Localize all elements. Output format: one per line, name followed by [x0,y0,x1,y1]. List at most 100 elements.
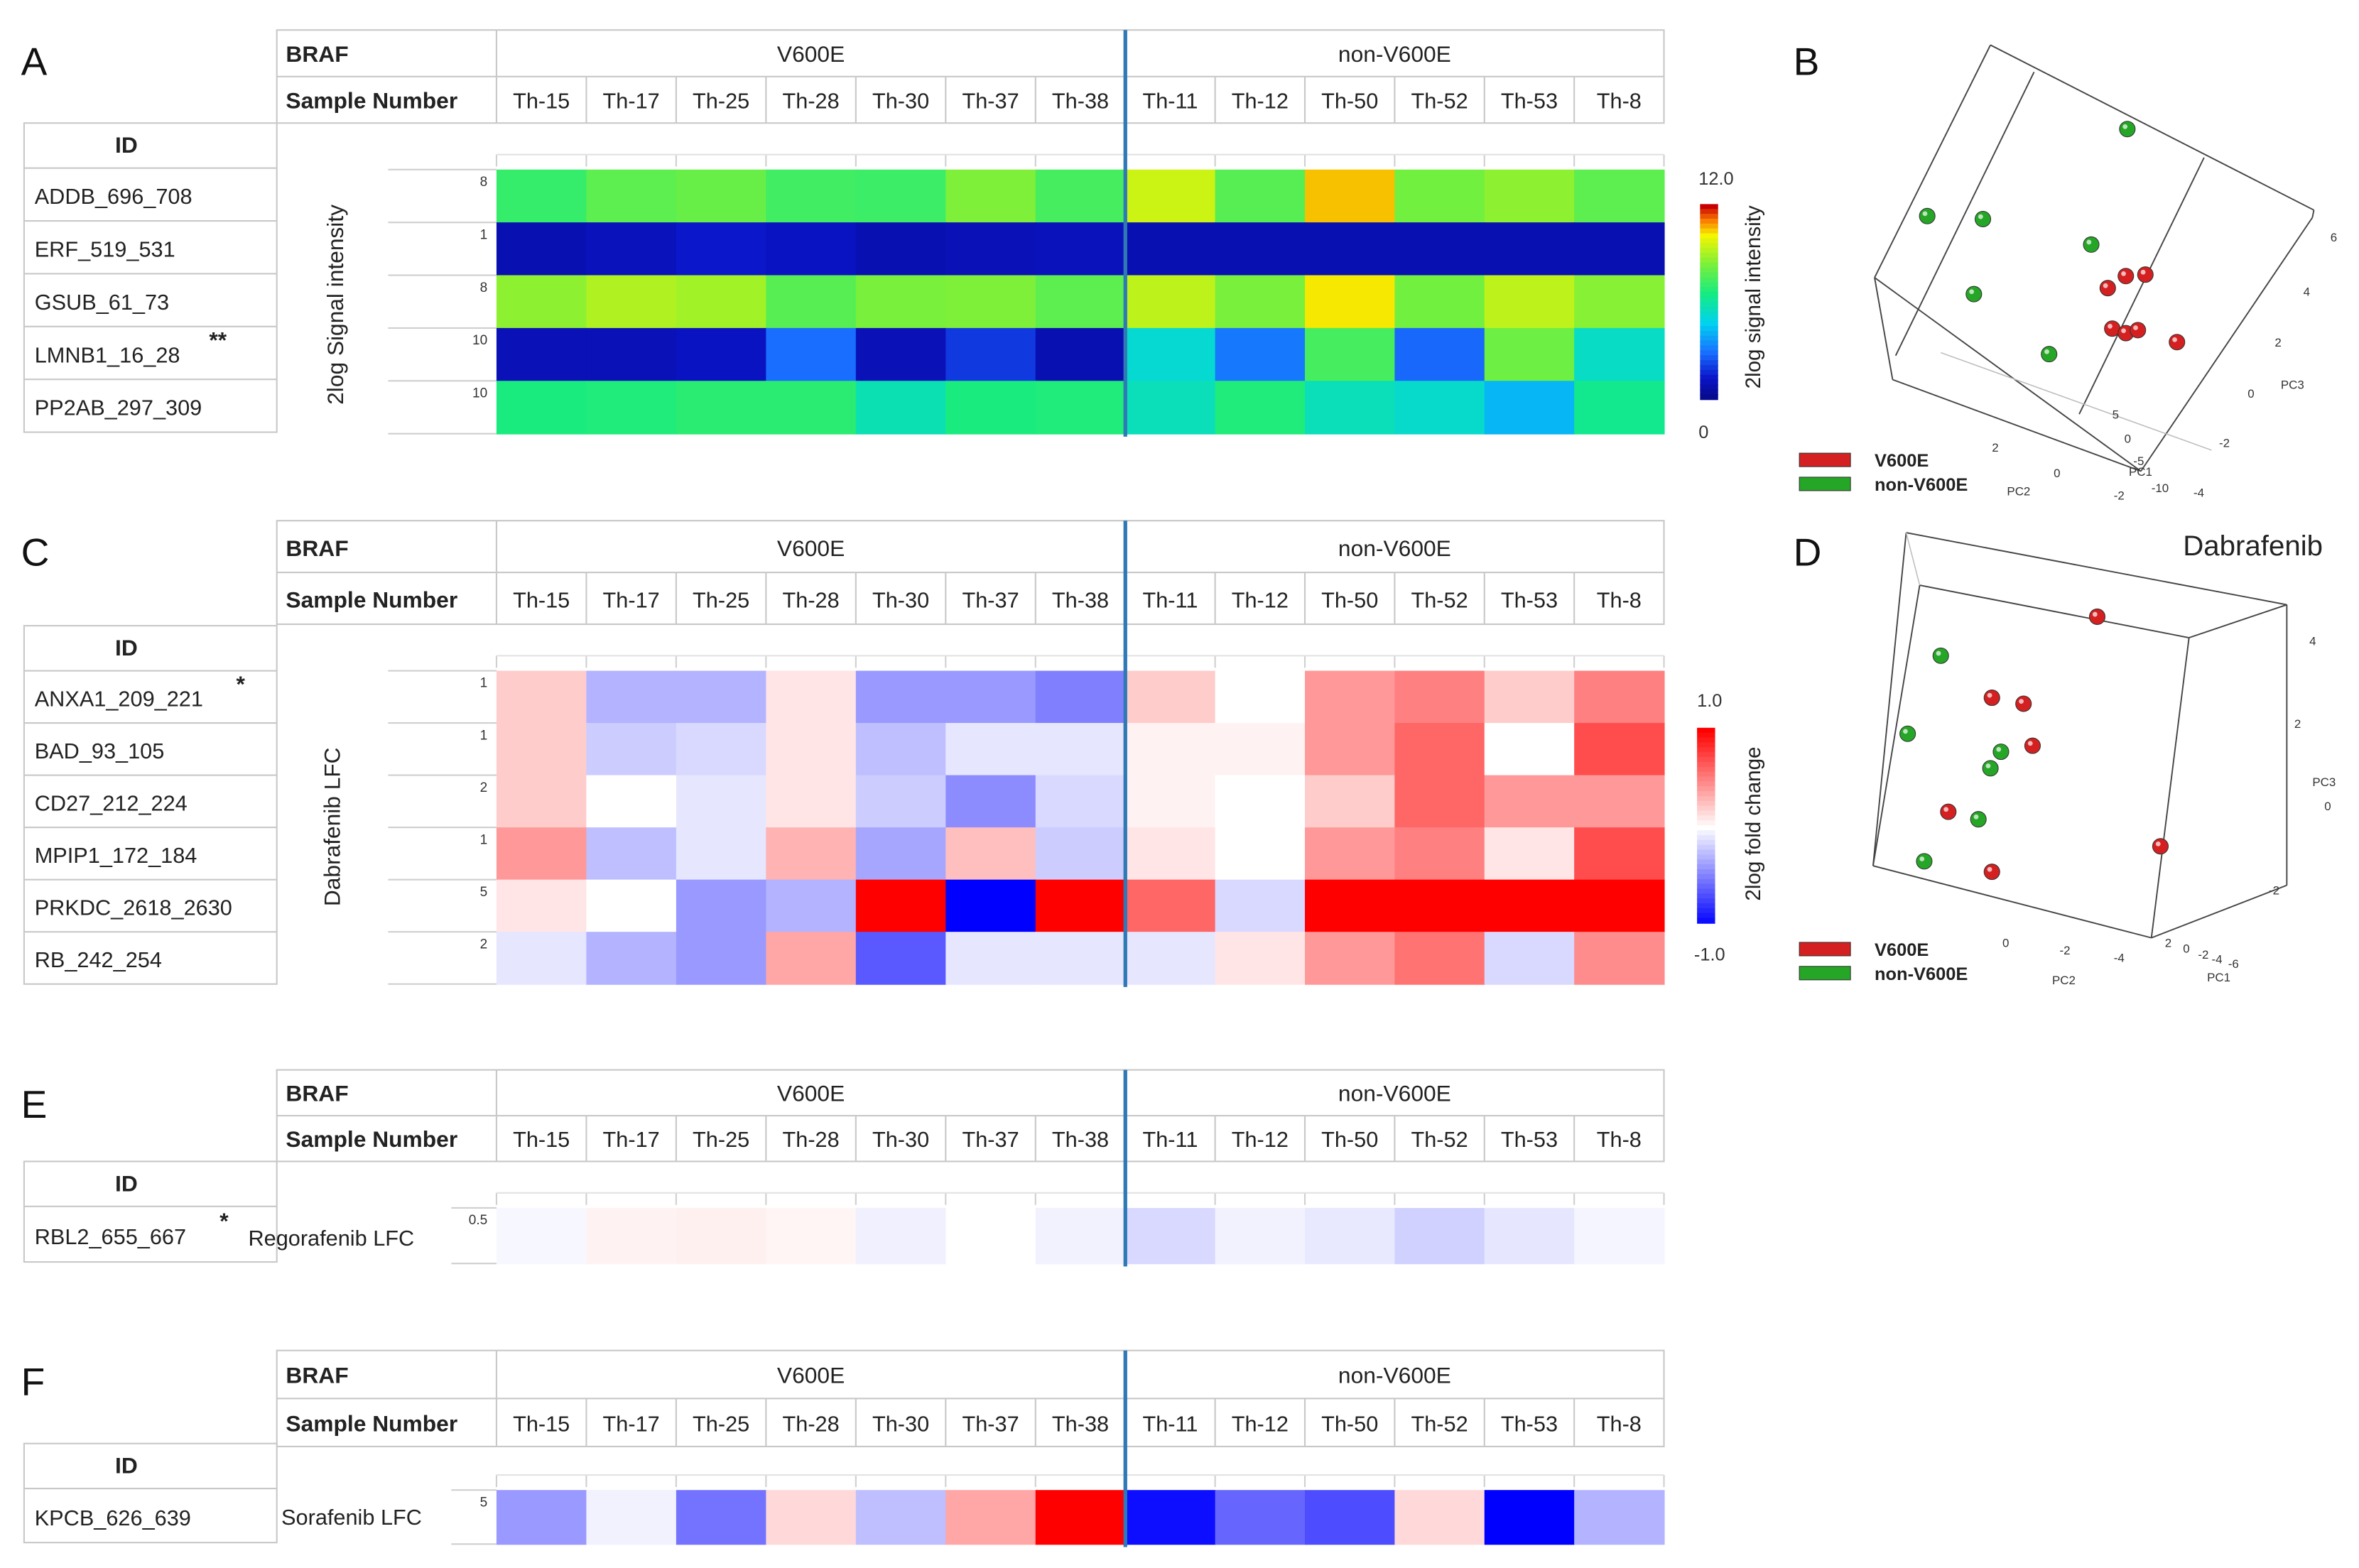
heatmap-cell [676,932,767,985]
heatmap-cell [676,879,767,933]
heatmap-cell [586,275,677,329]
heatmap-cell [855,222,947,276]
colorbar-swatch [1700,330,1718,337]
heatmap-cell [676,222,767,276]
sample-label: Th-52 [1411,1128,1468,1152]
heatmap-cell [1394,222,1485,276]
sample-label: Th-52 [1411,89,1468,113]
heatmap-panel-F: F BRAF Sample Number V600E non-V600E Th-15 Th-… [21,1349,1665,1547]
box-edge [1874,277,1894,380]
heatmap-cell [1574,932,1665,985]
id-header: ID [115,635,138,660]
colorbar-swatch [1697,737,1715,744]
heatmap-cell [1035,932,1127,985]
sample-label: Th-8 [1597,1412,1642,1436]
heatmap-cell [766,827,857,881]
non-v600e-point [1916,853,1933,870]
panel-letter: B [1794,40,1820,84]
point-highlight [2155,841,2161,846]
heatmap-cell [1394,1207,1485,1265]
row-scale-label: 8 [480,281,488,295]
heatmap-cell [1574,723,1665,776]
heatmap-cell [1484,1490,1576,1545]
box-edge [2150,637,2190,938]
heatmap-cell [1394,169,1485,224]
legend-label-non-v600e: non-V600E [1875,964,1968,984]
point-highlight [1985,763,1991,768]
colorbar-swatch [1700,321,1718,327]
pc3-tick-label: -2 [2219,437,2230,450]
sample-label: Th-52 [1411,589,1468,613]
sample-label: Th-53 [1501,1412,1558,1436]
colorbar-swatch [1700,214,1718,220]
colorbar-swatch [1697,815,1715,822]
heatmap-cell [586,381,677,435]
colorbar-swatch [1700,364,1718,371]
heatmap-cell [496,275,587,329]
heatmap-cell [1215,775,1306,829]
non-v600e-point [1965,285,1983,303]
row-id-label: RB_242_254 [35,948,162,972]
row-id-label: ADDB_696_708 [35,185,192,209]
non-v600e-point [2083,236,2100,253]
heatmap-cell [1484,1207,1576,1265]
colorbar-swatch [1697,869,1715,876]
group-label-v600e: V600E [777,535,845,561]
sample-label: Th-50 [1321,89,1378,113]
heatmap-cell [1035,879,1127,933]
box-edge [1874,277,2142,472]
sample-label: Th-11 [1142,1412,1198,1436]
point-highlight [1996,746,2002,752]
row-scale-label: 1 [480,676,488,691]
row-id-label: MPIP1_172_184 [35,844,197,868]
sample-label: Th-15 [513,1412,570,1436]
box-edge [1874,44,1991,278]
colorbar-swatch [1700,204,1718,210]
colorbar-swatch [1697,903,1715,910]
heatmap-cell [766,879,857,933]
pc2-tick-label: 0 [2054,467,2060,480]
heatmap-cell [1484,169,1576,224]
v600e-point [2099,280,2116,297]
heatmap-cell [1484,327,1576,382]
legend-swatch-non-v600e [1799,477,1851,491]
row-scale-label: 10 [472,386,487,401]
heatmap-cell [1305,169,1396,224]
heatmap-cell [676,1207,767,1265]
box-edge [1990,44,2314,211]
heatmap-cell [1305,1490,1396,1545]
pc2-tick-label: -4 [2114,951,2125,964]
colorbar-swatch [1700,218,1718,225]
row-id-label: ANXA1_209_221 [35,687,203,712]
sample-label: Th-12 [1232,589,1289,613]
heatmap-cell [1484,775,1576,829]
pc3-axis-label: PC3 [2312,775,2336,789]
colorbar-swatch [1700,223,1718,229]
colorbar-swatch [1697,825,1715,832]
box-edge [2311,209,2315,218]
group-label-non-v600e: non-V600E [1338,1080,1451,1106]
colorbar-swatch [1697,908,1715,915]
row-scale-label: 10 [472,333,487,348]
box-edge [1919,584,2189,638]
id-table-frame [23,1160,278,1263]
heatmap-cell [766,1490,857,1545]
heatmap-cell [855,169,947,224]
colorbar-swatch [1700,340,1718,347]
braf-label: BRAF [286,41,348,67]
heatmap-cell [1215,932,1306,985]
colorbar-swatch [1697,834,1715,842]
colorbar-swatch [1697,781,1715,788]
id-table-frame [23,122,278,433]
heatmap-cell [1574,169,1665,224]
heatmap-cell [766,1207,857,1265]
heatmap-cell [586,723,677,776]
pc1-tick-label: -2 [2198,948,2208,962]
pc1-tick-label: 0 [2183,942,2189,956]
sample-label: Th-50 [1321,1128,1378,1152]
heatmap-cell [1125,879,1216,933]
colorbar-swatch [1700,355,1718,361]
sample-label: Th-12 [1232,89,1289,113]
pc1-tick-label: -4 [2211,953,2222,967]
pc3-tick-label: 2 [2294,717,2301,731]
